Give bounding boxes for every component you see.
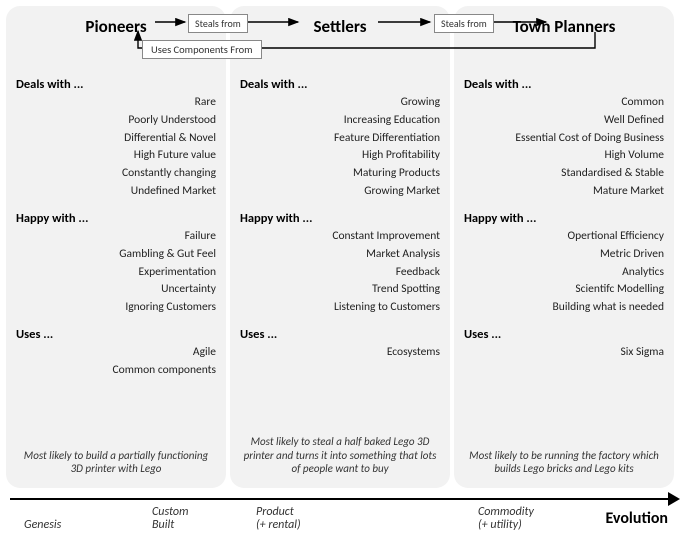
- list-item: Failure: [185, 228, 216, 246]
- list-item: Experimentation: [139, 264, 216, 282]
- panels-row: Pioneers Deals with ... RarePoorly Under…: [6, 6, 674, 488]
- list-item: Growing Market: [364, 183, 440, 201]
- deals-label: Deals with ...: [240, 77, 440, 92]
- footer-note: Most likely to be running the factory wh…: [464, 445, 664, 479]
- list-item: High Future value: [134, 147, 216, 165]
- footer-note: Most likely to steal a half baked Lego 3…: [240, 431, 440, 478]
- happy-items: Constant ImprovementMarket AnalysisFeedb…: [240, 228, 440, 317]
- list-item: Feedback: [396, 264, 440, 282]
- list-item: Differential & Novel: [124, 130, 216, 148]
- list-item: Ignoring Customers: [125, 299, 216, 317]
- list-item: Increasing Education: [344, 112, 440, 130]
- footer-note: Most likely to build a partially functio…: [16, 445, 216, 479]
- panel-town-planners: Town Planners Deals with ... CommonWell …: [454, 6, 674, 488]
- list-item: Six Sigma: [620, 344, 664, 362]
- uses-items: Six Sigma: [464, 344, 664, 362]
- list-item: Standardised & Stable: [561, 165, 664, 183]
- axis-stage-label: Genesis: [24, 519, 61, 532]
- axis-stage-label: Commodity(+ utility): [478, 506, 534, 532]
- panel-title: Town Planners: [464, 16, 664, 37]
- list-item: Undefined Market: [131, 183, 216, 201]
- panel-settlers: Settlers Deals with ... GrowingIncreasin…: [230, 6, 450, 488]
- list-item: Scientifc Modelling: [575, 281, 664, 299]
- deals-items: GrowingIncreasing EducationFeature Diffe…: [240, 94, 440, 201]
- panel-title: Pioneers: [16, 16, 216, 37]
- happy-label: Happy with ...: [16, 211, 216, 226]
- happy-items: FailureGambling & Gut FeelExperimentatio…: [16, 228, 216, 317]
- deals-items: CommonWell DefinedEssential Cost of Doin…: [464, 94, 664, 201]
- list-item: Poorly Understood: [128, 112, 216, 130]
- evolution-label: Evolution: [606, 509, 668, 528]
- axis-stage-label: Product(+ rental): [256, 506, 301, 532]
- evolution-axis: [10, 498, 670, 500]
- list-item: Metric Driven: [600, 246, 664, 264]
- list-item: Constant Improvement: [332, 228, 440, 246]
- list-item: Agile: [193, 344, 216, 362]
- list-item: Constantly changing: [122, 165, 216, 183]
- list-item: Common: [621, 94, 664, 112]
- list-item: High Volume: [604, 147, 664, 165]
- uses-items: AgileCommon components: [16, 344, 216, 380]
- uses-items: Ecosystems: [240, 344, 440, 362]
- list-item: Uncertainty: [161, 281, 216, 299]
- happy-label: Happy with ...: [464, 211, 664, 226]
- uses-label: Uses ...: [16, 327, 216, 342]
- list-item: Rare: [195, 94, 216, 112]
- panel-pioneers: Pioneers Deals with ... RarePoorly Under…: [6, 6, 226, 488]
- deals-label: Deals with ...: [464, 77, 664, 92]
- list-item: Ecosystems: [387, 344, 440, 362]
- list-item: Feature Differentiation: [334, 130, 440, 148]
- list-item: Market Analysis: [366, 246, 440, 264]
- list-item: Mature Market: [593, 183, 664, 201]
- list-item: Essential Cost of Doing Business: [515, 130, 664, 148]
- list-item: Analytics: [622, 264, 664, 282]
- uses-label: Uses ...: [464, 327, 664, 342]
- list-item: Trend Spotting: [372, 281, 440, 299]
- list-item: Well Defined: [604, 112, 664, 130]
- deals-items: RarePoorly UnderstoodDifferential & Nove…: [16, 94, 216, 201]
- list-item: Maturing Products: [353, 165, 440, 183]
- happy-label: Happy with ...: [240, 211, 440, 226]
- list-item: High Profitability: [362, 147, 440, 165]
- happy-items: Opertional EfficiencyMetric DrivenAnalyt…: [464, 228, 664, 317]
- list-item: Growing: [401, 94, 440, 112]
- deals-label: Deals with ...: [16, 77, 216, 92]
- axis-stage-label: CustomBuilt: [152, 506, 189, 532]
- list-item: Gambling & Gut Feel: [119, 246, 216, 264]
- uses-label: Uses ...: [240, 327, 440, 342]
- panel-title: Settlers: [240, 16, 440, 37]
- list-item: Opertional Efficiency: [567, 228, 664, 246]
- list-item: Common components: [113, 362, 216, 380]
- list-item: Listening to Customers: [334, 299, 440, 317]
- axis-labels: Genesis CustomBuilt Product(+ rental) Commo…: [0, 504, 680, 534]
- list-item: Building what is needed: [553, 299, 664, 317]
